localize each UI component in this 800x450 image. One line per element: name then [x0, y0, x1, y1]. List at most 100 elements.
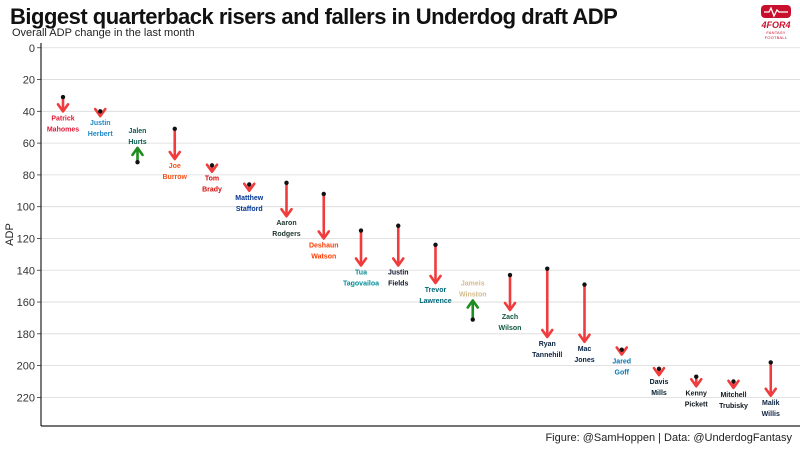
player-first-name: Patrick: [51, 115, 74, 122]
start-point: [247, 182, 252, 187]
player-first-name: Trevor: [425, 287, 447, 294]
marks-layer: Patrick Mahomes Justin Herbert Jalen Hurts Joe…: [47, 94, 780, 418]
player-mark: Trevor Lawrence: [419, 242, 452, 305]
player-last-name: Jones: [574, 357, 594, 364]
start-point: [545, 266, 550, 271]
player-last-name: Lawrence: [419, 298, 451, 305]
start-point: [470, 317, 475, 322]
player-last-name: Wilson: [499, 325, 522, 332]
player-first-name: Matthew: [235, 195, 264, 202]
y-tick-label: 40: [23, 106, 35, 118]
y-tick-label: 200: [17, 361, 35, 373]
player-mark: Mitchell Trubisky: [719, 379, 748, 410]
y-tick-label: 140: [17, 265, 35, 277]
football-icon: [761, 5, 791, 18]
logo-subtext: FANTASY FOOTBALL: [764, 30, 788, 40]
player-mark: Mac Jones: [574, 282, 595, 364]
start-point: [768, 360, 773, 365]
arrow-head: [503, 301, 517, 312]
player-last-name: Rodgers: [272, 231, 301, 238]
arrow-head: [689, 377, 703, 388]
grid-layer: [41, 47, 800, 398]
player-first-name: Malik: [762, 400, 780, 407]
player-first-name: Ryan: [539, 341, 556, 348]
start-point: [60, 94, 66, 100]
player-mark: Deshaun Watson: [309, 191, 339, 260]
start-point: [98, 109, 103, 114]
arrow-head: [131, 146, 144, 157]
player-mark: Tom Brady: [202, 163, 222, 194]
player-last-name: Herbert: [88, 131, 114, 138]
start-point: [694, 374, 699, 379]
start-point: [358, 228, 364, 233]
player-last-name: Burrow: [163, 174, 188, 181]
y-tick-label: 0: [29, 43, 35, 55]
arrow-head: [429, 274, 442, 285]
arrow-head: [56, 103, 70, 113]
arrow-head: [540, 328, 554, 339]
player-mark: Jalen Hurts: [128, 128, 147, 165]
y-tick-label: 160: [17, 297, 35, 309]
arrow-head: [317, 230, 331, 240]
brand-logo: 4FOR4 FANTASY FOOTBALL: [755, 4, 797, 40]
arrow-head: [578, 333, 591, 344]
player-last-name: Mahomes: [47, 126, 79, 133]
start-point: [731, 379, 736, 384]
player-mark: Joe Burrow: [163, 126, 188, 181]
player-mark: Malik Willis: [762, 360, 780, 418]
player-mark: Kenny Pickett: [685, 374, 709, 408]
player-last-name: Trubisky: [719, 403, 748, 410]
arrow-head: [652, 366, 666, 377]
y-tick-label: 80: [23, 170, 35, 182]
player-mark: Davis Mills: [650, 366, 668, 397]
player-last-name: Mills: [651, 390, 667, 397]
start-point: [433, 242, 438, 248]
player-first-name: Tua: [355, 269, 367, 276]
y-tick-label: 100: [17, 202, 35, 214]
player-last-name: Goff: [615, 369, 630, 376]
player-first-name: Mitchell: [720, 392, 746, 399]
player-first-name: Justin: [90, 120, 111, 127]
player-mark: Jared Goff: [612, 346, 631, 376]
player-first-name: Kenny: [686, 390, 708, 397]
y-tick-label: 120: [17, 233, 35, 245]
player-mark: Justin Fields: [388, 223, 409, 287]
y-tick-label: 20: [23, 75, 35, 87]
start-point: [396, 223, 401, 228]
y-tick-label: 180: [17, 329, 35, 341]
player-last-name: Hurts: [128, 139, 146, 146]
player-first-name: Aaron: [276, 220, 296, 227]
arrow-head: [205, 163, 219, 174]
start-point: [172, 126, 177, 132]
start-point: [135, 159, 140, 165]
player-last-name: Fields: [388, 280, 408, 287]
arrow-head: [93, 107, 107, 118]
player-mark: Justin Herbert: [88, 107, 114, 138]
player-first-name: Deshaun: [309, 242, 339, 249]
y-tick-label: 60: [23, 138, 35, 150]
figure-caption: Figure: @SamHoppen | Data: @UnderdogFant…: [545, 432, 792, 444]
start-point: [507, 272, 513, 278]
arrow-head: [242, 182, 256, 193]
start-point: [656, 366, 662, 371]
start-point: [321, 191, 326, 197]
y-tick-label: 220: [17, 392, 35, 404]
player-last-name: Willis: [762, 411, 780, 418]
arrow-head: [727, 379, 740, 390]
player-mark: Ryan Tannehill: [532, 266, 562, 359]
player-mark: Matthew Stafford: [235, 182, 264, 213]
arrow-head: [168, 150, 182, 161]
player-first-name: Justin: [388, 269, 409, 276]
player-first-name: Zach: [502, 314, 518, 321]
player-first-name: Tom: [205, 176, 219, 183]
player-last-name: Pickett: [685, 401, 709, 408]
logo-text: 4FOR4: [761, 20, 791, 30]
start-point: [209, 163, 215, 168]
start-point: [582, 282, 587, 287]
arrow-head: [280, 207, 293, 218]
arrow-head: [615, 346, 629, 356]
axis-layer: 0 20 40 60 80 100 120 140 160 180 200 220 ADP: [4, 43, 800, 427]
player-last-name: Watson: [311, 253, 336, 260]
arrow-head: [764, 387, 778, 398]
